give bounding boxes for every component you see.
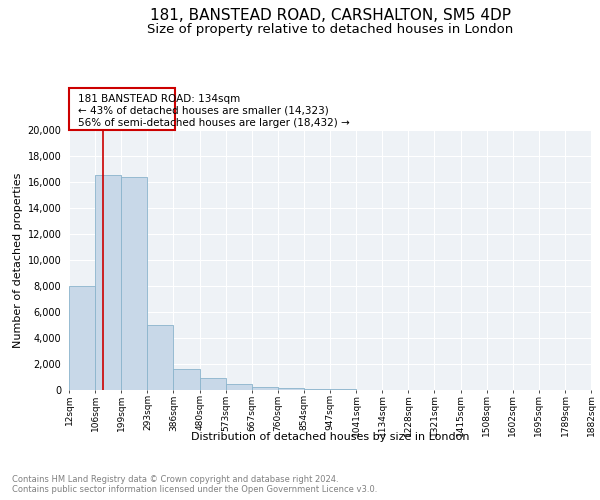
Text: Size of property relative to detached houses in London: Size of property relative to detached ho… bbox=[147, 22, 513, 36]
Bar bbox=[226, 384, 252, 390]
Text: Contains HM Land Registry data © Crown copyright and database right 2024.: Contains HM Land Registry data © Crown c… bbox=[12, 475, 338, 484]
Text: ← 43% of detached houses are smaller (14,323): ← 43% of detached houses are smaller (14… bbox=[78, 106, 329, 116]
Text: 181 BANSTEAD ROAD: 134sqm: 181 BANSTEAD ROAD: 134sqm bbox=[78, 94, 240, 104]
Bar bbox=[304, 388, 330, 390]
Text: 181, BANSTEAD ROAD, CARSHALTON, SM5 4DP: 181, BANSTEAD ROAD, CARSHALTON, SM5 4DP bbox=[149, 8, 511, 22]
Y-axis label: Number of detached properties: Number of detached properties bbox=[13, 172, 23, 348]
Bar bbox=[278, 388, 304, 390]
Text: Distribution of detached houses by size in London: Distribution of detached houses by size … bbox=[191, 432, 469, 442]
Text: Contains public sector information licensed under the Open Government Licence v3: Contains public sector information licen… bbox=[12, 485, 377, 494]
Bar bbox=[148, 325, 173, 390]
Bar bbox=[200, 378, 226, 390]
Bar bbox=[121, 177, 148, 390]
Bar bbox=[69, 286, 95, 390]
Text: 56% of semi-detached houses are larger (18,432) →: 56% of semi-detached houses are larger (… bbox=[78, 118, 350, 128]
Bar bbox=[95, 176, 121, 390]
Bar bbox=[173, 369, 200, 390]
Bar bbox=[252, 387, 278, 390]
